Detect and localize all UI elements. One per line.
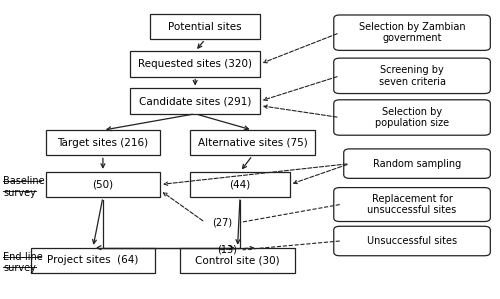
Text: Random sampling: Random sampling (373, 159, 461, 169)
FancyBboxPatch shape (334, 58, 490, 94)
Text: Baseline
survey: Baseline survey (3, 176, 45, 198)
Text: Candidate sites (291): Candidate sites (291) (139, 96, 252, 106)
Bar (130, 51, 260, 77)
FancyBboxPatch shape (334, 100, 490, 135)
Text: (13): (13) (218, 245, 238, 255)
Text: Alternative sites (75): Alternative sites (75) (198, 138, 308, 148)
Text: Project sites  (64): Project sites (64) (47, 255, 138, 265)
Text: Replacement for
unsuccessful sites: Replacement for unsuccessful sites (368, 194, 456, 215)
Bar (180, 248, 295, 273)
Text: (44): (44) (230, 179, 250, 190)
Bar (190, 130, 315, 155)
Text: Requested sites (320): Requested sites (320) (138, 59, 252, 69)
Text: Unsuccessful sites: Unsuccessful sites (367, 236, 457, 246)
Bar (46, 172, 160, 197)
FancyBboxPatch shape (334, 15, 490, 51)
Text: Target sites (216): Target sites (216) (58, 138, 148, 148)
Bar (130, 89, 260, 114)
Text: Screening by
seven criteria: Screening by seven criteria (378, 65, 446, 87)
Text: Selection by
population size: Selection by population size (375, 107, 449, 128)
Bar (150, 14, 260, 39)
Text: Selection by Zambian
government: Selection by Zambian government (358, 22, 466, 43)
FancyBboxPatch shape (334, 187, 490, 222)
Text: (50): (50) (92, 179, 114, 190)
Text: Control site (30): Control site (30) (195, 255, 280, 265)
Text: (27): (27) (212, 217, 233, 228)
Text: End-line
survey: End-line survey (3, 252, 43, 273)
FancyBboxPatch shape (334, 226, 490, 256)
Bar (46, 130, 160, 155)
Bar (190, 172, 290, 197)
Text: Potential sites: Potential sites (168, 22, 242, 32)
Bar (30, 248, 156, 273)
FancyBboxPatch shape (344, 149, 490, 179)
